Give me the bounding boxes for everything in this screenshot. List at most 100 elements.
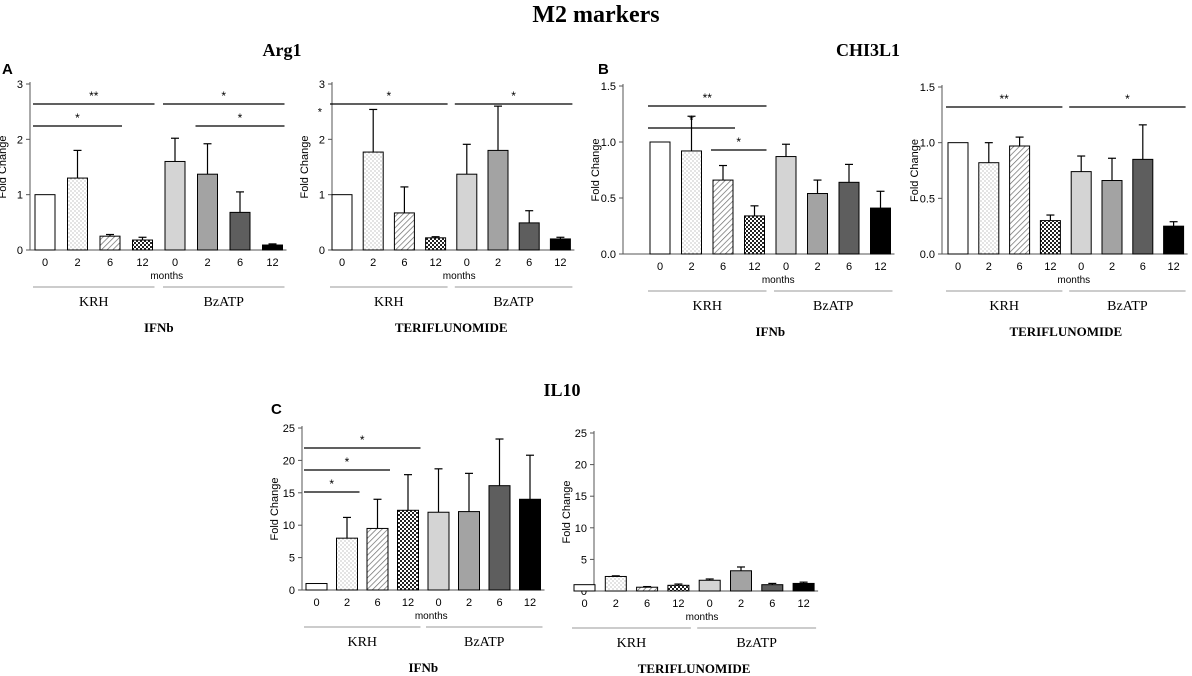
section-title-arg1: Arg1 (263, 40, 302, 60)
y-axis-label: Fold Change (909, 139, 921, 202)
x-tick-label: 12 (1167, 261, 1179, 273)
bar (712, 179, 734, 255)
group-label: BzATP (464, 635, 505, 650)
x-tick-label: 6 (1017, 261, 1023, 273)
bar (775, 156, 797, 255)
y-tick-label: 0 (581, 586, 587, 598)
significance-label: * (345, 455, 350, 469)
bar (838, 181, 860, 255)
section-letter-b: B (598, 61, 609, 78)
y-tick-label: 2 (17, 134, 23, 146)
x-tick-label: 12 (1044, 261, 1056, 273)
y-tick-label: 15 (283, 488, 295, 500)
bar (807, 193, 828, 255)
bar (336, 537, 358, 591)
bar (1009, 145, 1031, 255)
x-tick-label: 0 (339, 257, 345, 269)
group-label: BzATP (813, 299, 854, 314)
x-tick-label: 6 (401, 257, 407, 269)
significance-label: * (511, 89, 516, 103)
y-tick-label: 0.0 (920, 249, 935, 261)
x-axis-label: months (150, 271, 183, 282)
group-label: KRH (79, 295, 109, 310)
section-letter-a: A (2, 61, 13, 78)
bar (947, 142, 969, 255)
bar (744, 215, 765, 255)
x-tick-label: 6 (374, 597, 380, 609)
y-tick-label: 20 (283, 455, 295, 467)
y-tick-label: 1.0 (601, 137, 616, 149)
bar (458, 511, 480, 591)
treatment-label: IFNb (408, 660, 438, 675)
x-tick-label: 2 (74, 257, 80, 269)
significance-label: ** (703, 91, 713, 105)
y-tick-label: 1.5 (601, 81, 616, 93)
y-tick-label: 1 (319, 190, 325, 202)
y-tick-label: 20 (575, 460, 587, 472)
bar (730, 570, 752, 592)
group-label: BzATP (1107, 299, 1148, 314)
x-tick-label: 6 (526, 257, 532, 269)
bar (649, 141, 671, 255)
x-axis-label: months (443, 271, 476, 282)
section-letter-c: C (271, 401, 282, 418)
bar (636, 586, 659, 592)
bar (518, 222, 540, 251)
bar (573, 584, 596, 592)
y-tick-label: 25 (283, 423, 295, 435)
y-tick-label: 0.5 (601, 193, 616, 205)
bar (1070, 171, 1092, 255)
y-tick-label: 3 (17, 79, 23, 91)
treatment-label: TERIFLUNOMIDE (638, 661, 751, 676)
x-tick-label: 12 (748, 261, 760, 273)
bar (870, 207, 891, 255)
significance-label: * (75, 111, 80, 125)
x-tick-label: 12 (524, 597, 536, 609)
bar (488, 485, 511, 591)
x-tick-label: 12 (554, 257, 566, 269)
y-tick-label: 0.0 (601, 249, 616, 261)
y-axis-label: Fold Change (269, 478, 281, 541)
y-tick-label: 1.5 (920, 82, 935, 94)
bar (229, 211, 251, 251)
bar (427, 511, 450, 591)
bar (681, 150, 702, 255)
treatment-label: IFNb (755, 324, 785, 339)
group-label: KRH (692, 299, 722, 314)
bar (331, 194, 353, 251)
bar (99, 235, 121, 251)
y-tick-label: 3 (319, 79, 325, 91)
bar (1163, 225, 1185, 255)
bar (761, 584, 784, 592)
x-tick-label: 2 (370, 257, 376, 269)
x-axis-label: months (762, 275, 795, 286)
x-tick-label: 2 (688, 261, 694, 273)
bar (362, 151, 384, 251)
treatment-label: TERIFLUNOMIDE (395, 320, 508, 335)
x-tick-label: 0 (657, 261, 663, 273)
x-tick-label: 0 (42, 257, 48, 269)
x-axis-label: months (1057, 275, 1090, 286)
significance-label: * (736, 135, 741, 149)
x-tick-label: 0 (783, 261, 789, 273)
bar (456, 173, 478, 251)
y-tick-label: 5 (581, 554, 587, 566)
y-tick-label: 15 (575, 491, 587, 503)
x-tick-label: 2 (814, 261, 820, 273)
bar (604, 575, 627, 592)
bar (519, 498, 541, 591)
y-tick-label: 0 (17, 245, 23, 257)
x-tick-label: 0 (581, 598, 587, 610)
x-tick-label: 12 (136, 257, 148, 269)
bar (698, 579, 721, 592)
y-tick-label: 2 (319, 134, 325, 146)
bar (1101, 180, 1123, 255)
x-tick-label: 6 (644, 598, 650, 610)
x-tick-label: 2 (344, 597, 350, 609)
x-tick-label: 6 (496, 597, 502, 609)
x-tick-label: 6 (107, 257, 113, 269)
